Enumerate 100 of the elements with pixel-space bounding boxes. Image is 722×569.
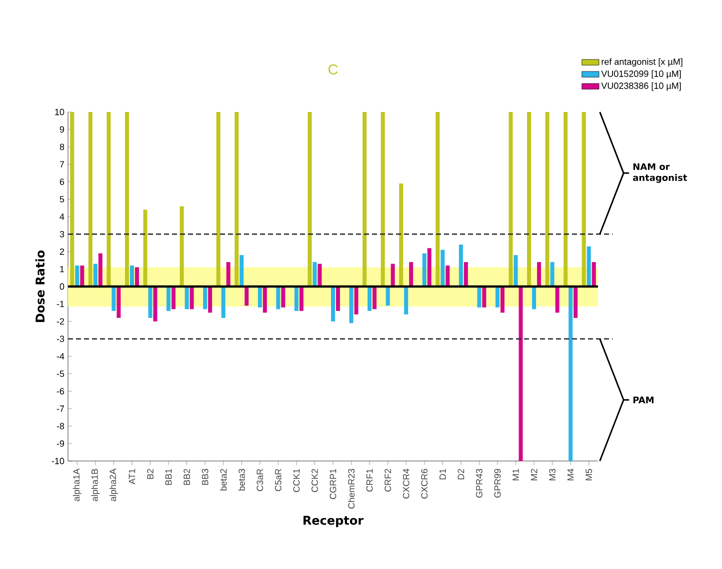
- x-tick-label: D2: [458, 468, 464, 480]
- bar: [508, 112, 513, 286]
- bar: [124, 112, 129, 286]
- bar: [276, 286, 280, 310]
- bar: [564, 112, 568, 286]
- bar: [532, 286, 536, 310]
- y-tick-label: 7: [60, 161, 64, 168]
- x-tick-label: CRF2: [384, 468, 392, 492]
- x-tick-label: alpha1B: [91, 468, 100, 502]
- bar: [80, 266, 84, 286]
- bar: [500, 286, 504, 313]
- bar: [93, 264, 98, 286]
- bar: [362, 112, 367, 286]
- bar: [399, 184, 404, 286]
- chart-title: C: [328, 64, 338, 75]
- y-tick-label: -8: [56, 422, 64, 430]
- x-tick-label: GPR43: [476, 468, 482, 498]
- bar: [372, 286, 377, 310]
- y-tick-label: -10: [52, 458, 64, 464]
- bar: [586, 246, 591, 286]
- y-tick-label: 2: [60, 248, 64, 255]
- bar: [134, 267, 139, 286]
- bar: [98, 253, 102, 286]
- y-tick-label: 8: [60, 144, 64, 150]
- legend-label: VU0238386 [10 µM]: [601, 82, 681, 91]
- bar: [75, 266, 80, 286]
- bar: [116, 286, 121, 318]
- bar: [464, 262, 468, 286]
- bar: [190, 286, 194, 310]
- y-tick-label: 10: [55, 108, 64, 116]
- bar: [555, 286, 560, 313]
- y-tick-label: 3: [60, 230, 64, 238]
- x-tick-label: C5aR: [274, 468, 282, 492]
- bar: [106, 112, 111, 286]
- bar: [514, 255, 518, 286]
- x-tick-label: AT1: [128, 468, 136, 484]
- bar: [216, 112, 220, 286]
- y-axis-title: Dose Ratio: [35, 250, 45, 322]
- bar: [592, 262, 596, 286]
- bar: [184, 286, 189, 310]
- bar: [203, 286, 208, 310]
- bar: [574, 286, 578, 318]
- y-tick-label: 5: [60, 196, 64, 202]
- bar: [148, 286, 152, 318]
- bar: [234, 112, 239, 286]
- x-tick-label: alpha2A: [110, 468, 118, 502]
- legend-label: VU0152099 [10 µM]: [601, 70, 681, 79]
- bar: [166, 286, 171, 311]
- bar: [349, 286, 354, 324]
- x-tick-label: D1: [440, 468, 446, 480]
- y-tick-label: -6: [56, 388, 64, 394]
- bar: [258, 286, 262, 308]
- x-tick-label: M2: [530, 468, 538, 480]
- x-tick-label: B2: [147, 468, 154, 479]
- bar: [518, 286, 523, 461]
- x-tick-label: GPR99: [494, 468, 501, 498]
- x-tick-label: beta2: [220, 468, 227, 490]
- bar: [354, 286, 358, 314]
- bar: [477, 286, 482, 308]
- bar: [226, 262, 230, 286]
- bar: [294, 286, 298, 311]
- x-tick-label: CGRP1: [330, 468, 336, 500]
- bar: [331, 286, 336, 322]
- x-tick-label: BB1: [165, 468, 172, 485]
- x-tick-label: CCK1: [293, 468, 300, 492]
- bar: [336, 286, 340, 311]
- y-tick-label: -4: [56, 353, 64, 360]
- bar: [172, 286, 176, 310]
- x-tick-label: C3aR: [256, 468, 264, 492]
- legend-label: ref antagonist [x µM]: [602, 58, 682, 67]
- bar: [244, 286, 249, 306]
- bar: [582, 112, 586, 286]
- x-tick-label: BB3: [202, 468, 208, 485]
- bar: [240, 255, 244, 286]
- bar: [527, 112, 532, 286]
- bar: [422, 253, 426, 286]
- x-tick-label: CRF1: [366, 468, 373, 492]
- y-tick-label: -7: [56, 406, 64, 412]
- bar: [88, 112, 92, 286]
- bar: [458, 244, 463, 286]
- text: PAM: [633, 396, 654, 404]
- y-tick-label: 6: [60, 178, 64, 185]
- bar: [221, 286, 226, 318]
- x-tick-label: BB2: [184, 468, 190, 485]
- y-tick-label: -9: [56, 440, 64, 447]
- bar: [409, 262, 414, 286]
- x-tick-label: alpha1A: [72, 468, 82, 502]
- bar: [550, 262, 554, 286]
- y-tick-label: -1: [56, 300, 64, 308]
- x-tick-label: M1: [512, 468, 519, 480]
- bar: [482, 286, 486, 308]
- bar: [153, 286, 158, 322]
- x-tick-label: CXCR4: [402, 468, 410, 499]
- x-axis-title: Receptor: [304, 516, 364, 528]
- y-tick-label: -3: [56, 336, 64, 342]
- bar: [390, 264, 395, 286]
- bar: [281, 286, 286, 308]
- x-tick-label: CCK2: [312, 468, 318, 492]
- bar: [312, 262, 317, 286]
- bar: [380, 112, 385, 286]
